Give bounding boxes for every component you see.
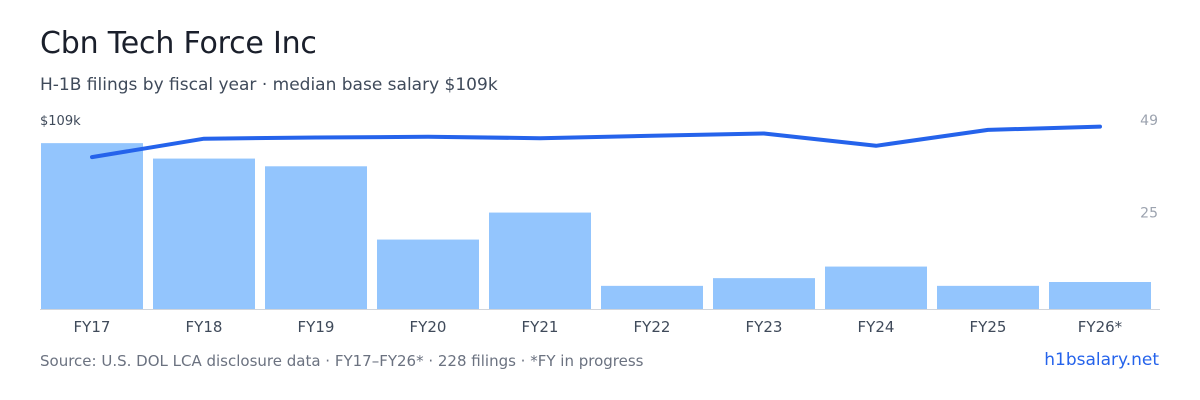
x-tick-label: FY26* bbox=[1078, 318, 1123, 336]
bar-fy23 bbox=[713, 278, 815, 309]
x-tick-label: FY24 bbox=[858, 318, 895, 336]
chart-subtitle: H-1B filings by fiscal year · median bas… bbox=[40, 75, 498, 95]
x-tick-label: FY19 bbox=[298, 318, 335, 336]
left-axis-label: $109k bbox=[40, 114, 81, 129]
bar-fy25 bbox=[937, 285, 1039, 309]
x-tick-label: FY20 bbox=[410, 318, 447, 336]
bar-fy26 bbox=[1049, 282, 1151, 309]
x-tick-label: FY21 bbox=[522, 318, 559, 336]
bar-fy24 bbox=[825, 266, 927, 309]
bar-fy22 bbox=[601, 285, 703, 309]
right-tick-label: 49 bbox=[1140, 113, 1158, 129]
bar-fy18 bbox=[153, 158, 255, 309]
x-tick-label: FY18 bbox=[186, 318, 223, 336]
source-note: Source: U.S. DOL LCA disclosure data · F… bbox=[40, 352, 644, 370]
x-tick-label: FY23 bbox=[746, 318, 783, 336]
salary-line bbox=[90, 124, 1102, 160]
x-tick-label: FY22 bbox=[634, 318, 671, 336]
x-tick-label: FY17 bbox=[74, 318, 111, 336]
bar-fy21 bbox=[489, 212, 591, 309]
right-tick-label: 25 bbox=[1140, 206, 1158, 222]
bar-fy17 bbox=[41, 143, 143, 309]
brand-link[interactable]: h1bsalary.net bbox=[1044, 350, 1159, 370]
bar-fy20 bbox=[377, 239, 479, 309]
x-tick-label: FY25 bbox=[970, 318, 1007, 336]
bar-fy19 bbox=[265, 166, 367, 309]
chart-title: Cbn Tech Force Inc bbox=[40, 26, 317, 61]
